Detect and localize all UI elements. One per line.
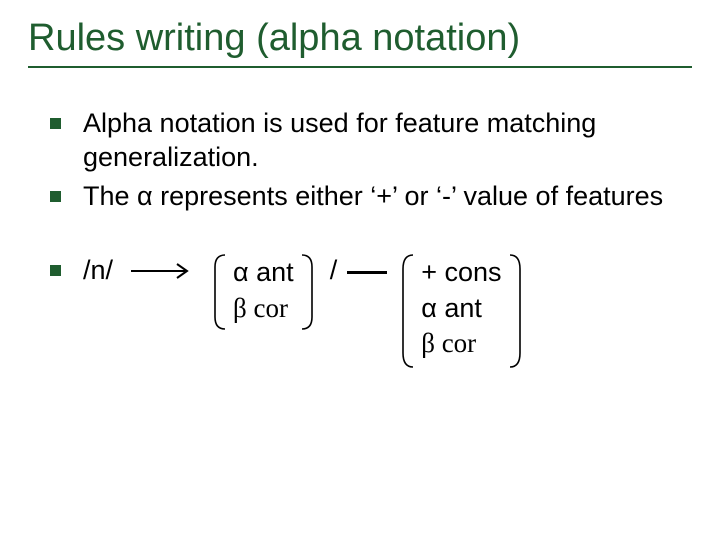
rule-row: /n/ α ant β cor [50,253,692,362]
slide: Rules writing (alpha notation) Alpha not… [0,0,720,540]
matrix-line: β cor [233,291,294,326]
bullet-icon [50,265,61,276]
matrix-line: α ant [421,291,501,326]
phonological-rule: /n/ α ant β cor [83,253,528,362]
slide-title: Rules writing (alpha notation) [28,18,692,60]
matrix-line: + cons [421,255,501,290]
bullet-item: The α represents either ‘+’ or ‘-’ value… [50,179,682,214]
right-bracket-icon [300,253,314,327]
matrix-line: α ant [233,255,294,290]
bullet-icon [50,118,61,129]
right-bracket-icon [508,253,522,362]
feature-matrix-right: + cons α ant β cor [401,253,521,362]
matrix-line: β cor [421,326,501,361]
matrix-content: α ant β cor [227,253,300,327]
matrix-line-text: β cor [421,328,476,358]
bullet-text: The α represents either ‘+’ or ‘-’ value… [83,179,663,214]
bullet-item: Alpha notation is used for feature match… [50,106,682,175]
arrow-icon [129,261,195,281]
matrix-content: + cons α ant β cor [415,253,507,362]
title-underline [28,66,692,68]
left-bracket-icon [213,253,227,327]
matrix-line-text: β cor [233,293,288,323]
bullet-icon [50,191,61,202]
feature-matrix-left: α ant β cor [213,253,314,327]
bullet-list: Alpha notation is used for feature match… [50,106,682,214]
left-bracket-icon [401,253,415,362]
environment-slash: / [330,255,338,286]
rule-segment: /n/ [83,255,113,286]
bullet-text: Alpha notation is used for feature match… [83,106,682,175]
environment-blank [347,271,387,274]
